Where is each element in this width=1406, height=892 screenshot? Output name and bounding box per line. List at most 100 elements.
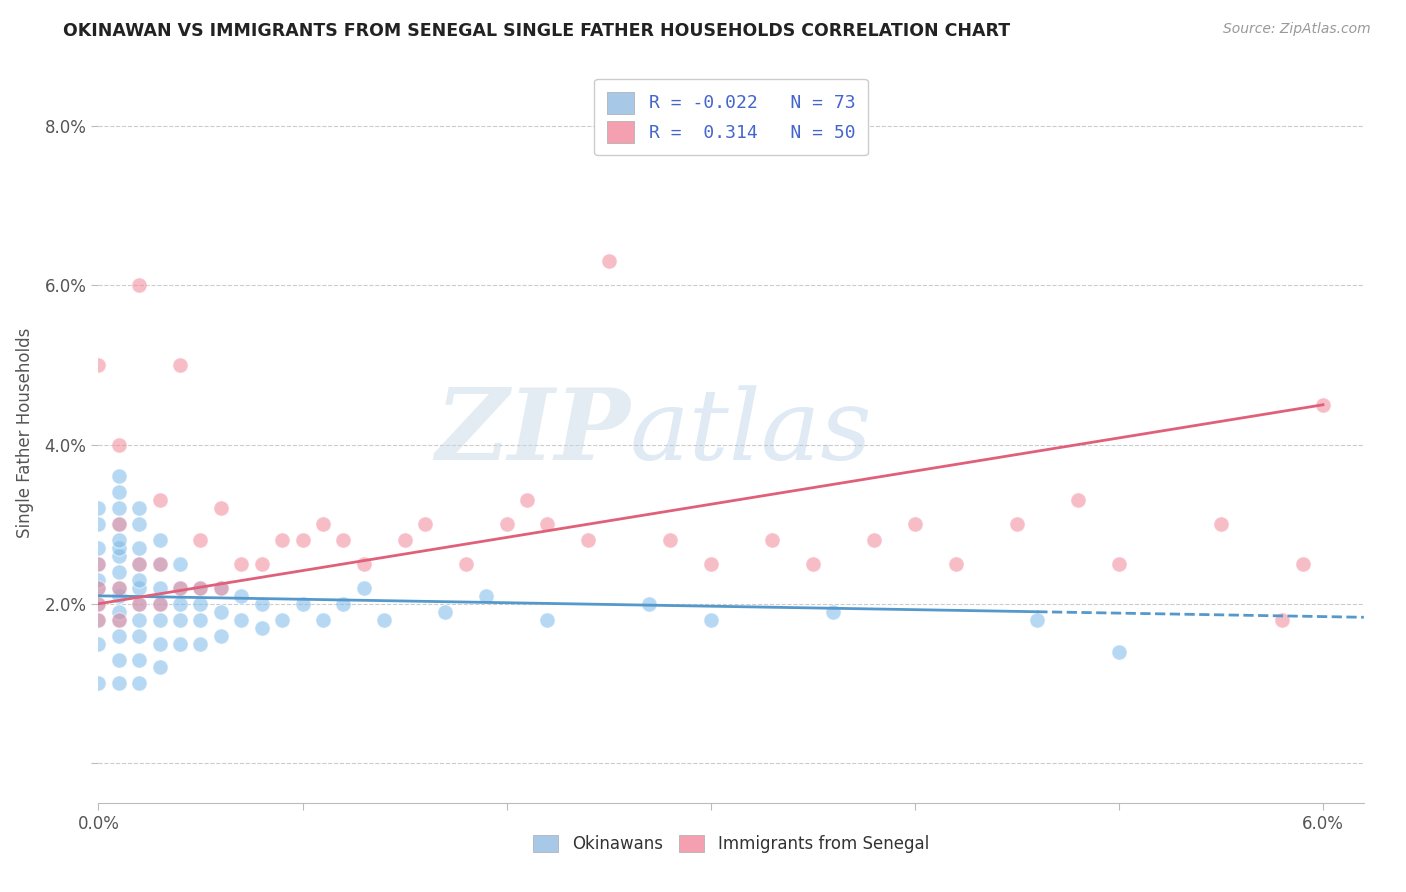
Point	[87, 517, 110, 532]
Point	[190, 533, 212, 547]
Point	[1291, 557, 1313, 571]
Point	[128, 629, 150, 643]
Point	[209, 501, 232, 516]
Point	[87, 557, 110, 571]
Point	[291, 597, 314, 611]
Point	[149, 533, 172, 547]
Point	[149, 597, 172, 611]
Point	[87, 573, 110, 587]
Point	[209, 581, 232, 595]
Point	[169, 581, 191, 595]
Point	[108, 613, 131, 627]
Point	[87, 637, 110, 651]
Point	[761, 533, 783, 547]
Point	[108, 565, 131, 579]
Point	[149, 597, 172, 611]
Text: ZIP: ZIP	[434, 384, 630, 481]
Point	[108, 581, 131, 595]
Point	[475, 589, 498, 603]
Point	[108, 549, 131, 563]
Point	[128, 613, 150, 627]
Legend: Okinawans, Immigrants from Senegal: Okinawans, Immigrants from Senegal	[524, 826, 938, 861]
Point	[128, 557, 150, 571]
Point	[231, 613, 253, 627]
Point	[1067, 493, 1090, 508]
Point	[108, 533, 131, 547]
Point	[108, 605, 131, 619]
Point	[108, 485, 131, 500]
Point	[1108, 557, 1130, 571]
Point	[87, 358, 110, 372]
Point	[87, 581, 110, 595]
Point	[149, 613, 172, 627]
Point	[128, 597, 150, 611]
Point	[87, 581, 110, 595]
Point	[353, 581, 375, 595]
Text: Source: ZipAtlas.com: Source: ZipAtlas.com	[1223, 22, 1371, 37]
Point	[413, 517, 436, 532]
Point	[699, 613, 721, 627]
Point	[1209, 517, 1232, 532]
Point	[128, 278, 150, 293]
Point	[87, 613, 110, 627]
Point	[598, 254, 620, 268]
Point	[658, 533, 681, 547]
Point	[536, 613, 558, 627]
Point	[231, 557, 253, 571]
Point	[190, 581, 212, 595]
Point	[250, 621, 273, 635]
Point	[250, 557, 273, 571]
Point	[209, 605, 232, 619]
Point	[169, 637, 191, 651]
Text: atlas: atlas	[630, 385, 873, 480]
Point	[209, 629, 232, 643]
Point	[1312, 398, 1334, 412]
Point	[373, 613, 395, 627]
Point	[87, 676, 110, 690]
Point	[87, 501, 110, 516]
Point	[128, 517, 150, 532]
Point	[149, 557, 172, 571]
Point	[190, 613, 212, 627]
Point	[434, 605, 457, 619]
Point	[271, 533, 294, 547]
Point	[516, 493, 538, 508]
Point	[394, 533, 416, 547]
Point	[291, 533, 314, 547]
Point	[190, 637, 212, 651]
Point	[128, 573, 150, 587]
Point	[169, 581, 191, 595]
Point	[332, 533, 354, 547]
Point	[87, 541, 110, 555]
Point	[108, 613, 131, 627]
Point	[128, 597, 150, 611]
Point	[87, 597, 110, 611]
Point	[169, 557, 191, 571]
Point	[149, 581, 172, 595]
Point	[128, 652, 150, 666]
Point	[190, 581, 212, 595]
Point	[190, 597, 212, 611]
Point	[495, 517, 517, 532]
Point	[108, 517, 131, 532]
Point	[863, 533, 886, 547]
Y-axis label: Single Father Households: Single Father Households	[15, 327, 34, 538]
Point	[271, 613, 294, 627]
Point	[108, 652, 131, 666]
Point	[699, 557, 721, 571]
Point	[108, 501, 131, 516]
Point	[576, 533, 599, 547]
Point	[108, 437, 131, 451]
Point	[149, 493, 172, 508]
Point	[332, 597, 354, 611]
Point	[108, 541, 131, 555]
Point	[250, 597, 273, 611]
Point	[169, 358, 191, 372]
Point	[1108, 644, 1130, 658]
Point	[1026, 613, 1049, 627]
Point	[128, 557, 150, 571]
Point	[128, 541, 150, 555]
Point	[312, 517, 335, 532]
Point	[108, 469, 131, 483]
Point	[1005, 517, 1028, 532]
